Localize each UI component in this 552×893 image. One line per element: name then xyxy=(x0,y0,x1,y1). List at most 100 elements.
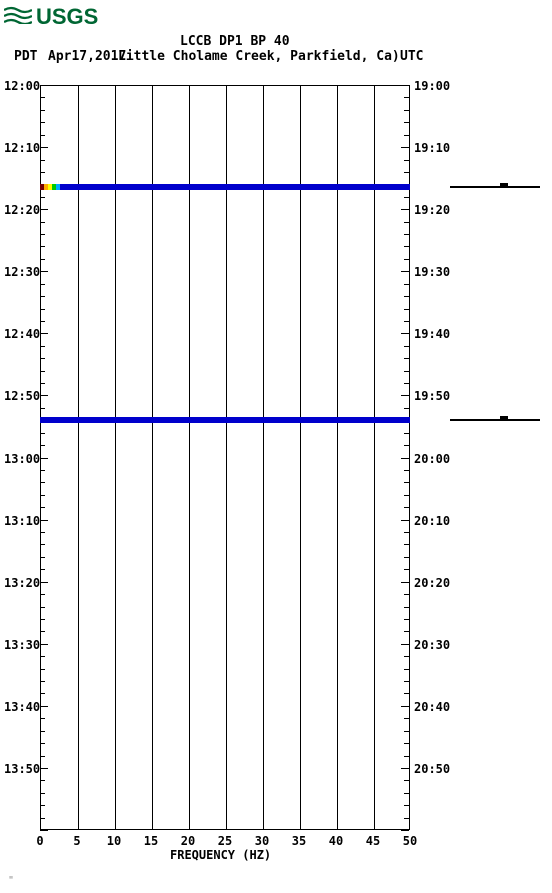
y-tick-left xyxy=(40,408,45,409)
y-tick-right xyxy=(404,681,409,682)
y-tick-right xyxy=(404,222,409,223)
y-tick-left xyxy=(40,607,45,608)
y-tick-right xyxy=(404,346,409,347)
y-tick-left xyxy=(40,582,48,583)
y-tick-left xyxy=(40,669,45,670)
y-tick-right xyxy=(404,544,409,545)
y-tick-right xyxy=(404,371,409,372)
tz-right-label: UTC xyxy=(400,49,423,64)
y-tick-right xyxy=(404,780,409,781)
y-tick-left xyxy=(40,756,45,757)
y-tick-right xyxy=(404,619,409,620)
logo-waves-icon xyxy=(4,4,32,30)
y-tick-right xyxy=(404,793,409,794)
y-tick-right xyxy=(401,458,409,459)
y-tick-right xyxy=(404,482,409,483)
y-tick-right xyxy=(401,644,409,645)
y-tick-right xyxy=(401,830,409,831)
y-tick-left xyxy=(40,160,45,161)
y-left-label: 12:50 xyxy=(4,389,38,403)
y-tick-left xyxy=(40,122,45,123)
y-tick-left xyxy=(40,482,45,483)
waveform-trace xyxy=(450,186,540,188)
y-left-label: 13:40 xyxy=(4,700,38,714)
x-tick-label: 45 xyxy=(366,834,380,848)
gridline-vertical xyxy=(226,86,227,829)
x-tick-label: 5 xyxy=(73,834,80,848)
waveform-event xyxy=(500,416,508,420)
y-left-label: 13:20 xyxy=(4,576,38,590)
y-tick-right xyxy=(401,706,409,707)
y-left-label: 12:20 xyxy=(4,203,38,217)
y-tick-left xyxy=(40,594,45,595)
gridline-vertical xyxy=(337,86,338,829)
y-tick-left xyxy=(40,296,45,297)
y-tick-right xyxy=(404,470,409,471)
y-tick-left xyxy=(40,818,45,819)
y-left-label: 13:10 xyxy=(4,514,38,528)
y-right-label: 19:20 xyxy=(414,203,450,217)
y-tick-left xyxy=(40,445,45,446)
y-tick-right xyxy=(404,594,409,595)
y-tick-right xyxy=(404,122,409,123)
y-right-label: 20:50 xyxy=(414,762,450,776)
y-tick-left xyxy=(40,544,45,545)
x-tick-label: 25 xyxy=(218,834,232,848)
y-tick-right xyxy=(404,284,409,285)
y-tick-left xyxy=(40,309,45,310)
x-tick-label: 0 xyxy=(36,834,43,848)
y-tick-right xyxy=(401,520,409,521)
chart-title: LCCB DP1 BP 40 xyxy=(180,34,290,49)
y-tick-left xyxy=(40,222,45,223)
gridline-vertical xyxy=(263,86,264,829)
y-tick-left xyxy=(40,631,45,632)
y-tick-right xyxy=(404,172,409,173)
gridline-vertical xyxy=(152,86,153,829)
y-tick-right xyxy=(404,607,409,608)
y-tick-right xyxy=(404,718,409,719)
y-tick-left xyxy=(40,681,45,682)
y-tick-left xyxy=(40,743,45,744)
spectrogram-band xyxy=(60,184,410,190)
y-tick-left xyxy=(40,656,45,657)
y-tick-right xyxy=(404,160,409,161)
y-tick-left xyxy=(40,520,48,521)
spectrogram-band xyxy=(40,417,410,423)
y-left-label: 12:10 xyxy=(4,141,38,155)
y-tick-right xyxy=(404,358,409,359)
y-tick-left xyxy=(40,135,45,136)
y-tick-right xyxy=(404,693,409,694)
y-tick-left xyxy=(40,271,48,272)
y-tick-left xyxy=(40,693,45,694)
x-tick-label: 15 xyxy=(144,834,158,848)
y-tick-left xyxy=(40,805,45,806)
waveform-event xyxy=(500,183,508,187)
y-right-label: 20:00 xyxy=(414,452,450,466)
y-left-label: 12:00 xyxy=(4,79,38,93)
x-tick-label: 35 xyxy=(292,834,306,848)
y-tick-right xyxy=(404,321,409,322)
y-tick-left xyxy=(40,358,45,359)
y-tick-right xyxy=(404,532,409,533)
y-right-label: 20:20 xyxy=(414,576,450,590)
y-tick-left xyxy=(40,321,45,322)
y-tick-right xyxy=(404,495,409,496)
y-tick-right xyxy=(404,805,409,806)
y-tick-right xyxy=(404,234,409,235)
y-tick-left xyxy=(40,718,45,719)
y-tick-left xyxy=(40,706,48,707)
y-right-label: 19:40 xyxy=(414,327,450,341)
y-tick-left xyxy=(40,346,45,347)
y-tick-right xyxy=(401,209,409,210)
y-right-label: 19:30 xyxy=(414,265,450,279)
waveform-trace xyxy=(450,419,540,421)
y-tick-left xyxy=(40,172,45,173)
y-left-label: 13:30 xyxy=(4,638,38,652)
location-label: Little Cholame Creek, Parkfield, Ca) xyxy=(118,49,400,64)
y-right-label: 19:50 xyxy=(414,389,450,403)
y-tick-right xyxy=(404,97,409,98)
y-tick-left xyxy=(40,246,45,247)
y-tick-left xyxy=(40,532,45,533)
y-tick-right xyxy=(404,631,409,632)
y-tick-right xyxy=(404,756,409,757)
